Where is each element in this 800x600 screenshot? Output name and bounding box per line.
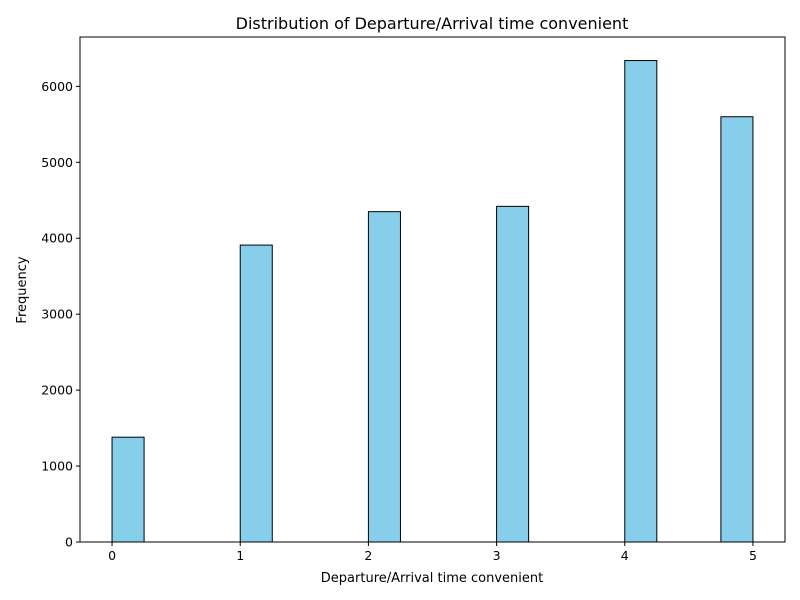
histogram-bar-2 <box>367 211 401 543</box>
x-tick-label: 1 <box>236 548 244 563</box>
y-tick-label: 3000 <box>41 307 73 322</box>
x-axis-label: Departure/Arrival time convenient <box>321 571 543 586</box>
histogram-bar-0 <box>111 436 145 543</box>
histogram-bar-1 <box>239 244 273 543</box>
histogram-bar-3 <box>496 205 530 543</box>
x-tick-label: 4 <box>621 548 629 563</box>
y-tick-label: 4000 <box>41 231 73 246</box>
y-axis-label: Frequency <box>15 256 30 323</box>
y-tick-label: 5000 <box>41 155 73 170</box>
y-tick-label: 6000 <box>41 79 73 94</box>
histogram-bar-5 <box>720 116 754 543</box>
y-tick-label: 0 <box>65 535 73 550</box>
chart-title: Distribution of Departure/Arrival time c… <box>236 14 629 33</box>
x-tick-label: 3 <box>493 548 501 563</box>
histogram-bar-4 <box>624 60 658 543</box>
y-tick-label: 1000 <box>41 459 73 474</box>
plot-frame <box>79 36 786 543</box>
x-tick-label: 5 <box>749 548 757 563</box>
x-tick-label: 2 <box>364 548 372 563</box>
plot-area: 0 1 2 3 4 5 0 1000 2000 3000 4000 5000 6000 <box>41 36 786 563</box>
x-tick-label: 0 <box>108 548 116 563</box>
y-tick-label: 2000 <box>41 383 73 398</box>
